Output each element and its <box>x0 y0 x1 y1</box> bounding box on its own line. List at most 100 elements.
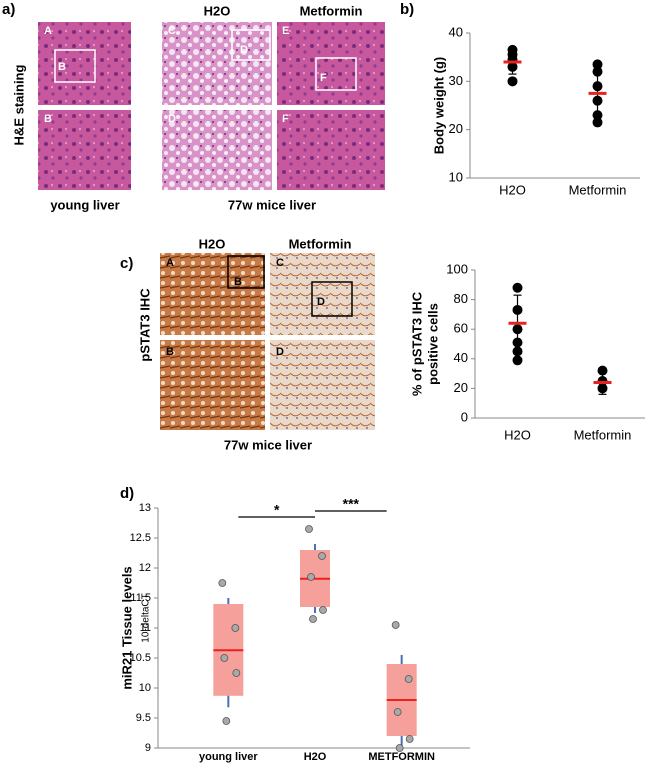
y-tick-label: 10 <box>449 169 463 184</box>
y-tick-label: 9.5 <box>136 712 151 724</box>
tile-letter: A <box>166 257 174 269</box>
y-axis-sublabel: 10-deltaCT <box>141 593 152 642</box>
data-point <box>218 579 227 587</box>
data-point <box>592 117 603 128</box>
data-point <box>592 59 603 70</box>
y-axis-label: miR21 Tissue levels <box>119 566 134 689</box>
y-tick-label: 13 <box>139 502 151 514</box>
caption: 77w mice liver <box>228 197 316 212</box>
column-header: Metformin <box>300 3 363 18</box>
tile-letter: D <box>276 346 284 358</box>
inset-box <box>311 281 353 317</box>
tile-letter: D <box>168 113 176 125</box>
data-point <box>512 282 523 293</box>
data-point <box>592 81 603 92</box>
histology-image <box>162 22 272 105</box>
y-axis-label: Body weight (g) <box>431 57 446 155</box>
column-header: H2O <box>204 3 231 18</box>
y-tick-label: 11 <box>140 622 151 634</box>
y-tick-label: 60 <box>454 321 468 336</box>
panel-label: d) <box>120 485 134 502</box>
data-point <box>592 66 603 77</box>
tile-letter: D <box>240 44 248 56</box>
tile-letter: F <box>320 72 327 84</box>
caption: young liver <box>50 197 119 212</box>
y-tick-label: 11.5 <box>130 592 151 604</box>
x-tick-label: Metformin <box>569 182 627 197</box>
inset-box <box>231 29 271 61</box>
y-tick-label: 12.5 <box>130 532 151 544</box>
inset-box <box>54 49 96 83</box>
x-tick-label: H2O <box>499 182 526 197</box>
y-tick-label: 80 <box>454 291 468 306</box>
tile-letter: B <box>44 113 52 125</box>
ihc-image <box>160 253 265 335</box>
data-point <box>395 744 404 752</box>
data-point <box>512 324 523 335</box>
data-point <box>597 365 608 376</box>
panel-label: a) <box>2 1 15 18</box>
y-tick-label: 10.5 <box>130 652 151 664</box>
tile-letter: F <box>282 113 289 125</box>
data-point <box>222 717 231 725</box>
data-point <box>592 95 603 106</box>
histology-image <box>277 22 385 105</box>
y-tick-label: 9 <box>145 742 151 754</box>
tile-letter: E <box>282 25 289 37</box>
data-point <box>307 573 315 581</box>
data-point <box>318 552 326 560</box>
data-point <box>305 525 313 533</box>
y-tick-label: 40 <box>449 24 463 39</box>
x-tick-label: METFORMIN <box>368 751 435 763</box>
ihc-image <box>270 253 375 335</box>
data-point <box>507 61 518 72</box>
y-tick-label: 20 <box>449 121 463 136</box>
x-tick-label: Metformin <box>574 427 632 442</box>
data-point <box>405 735 414 743</box>
y-tick-label: 100 <box>446 261 468 276</box>
histology-image <box>162 110 272 190</box>
histology-image <box>38 22 131 105</box>
data-point <box>507 76 518 87</box>
tile-letter: D <box>317 296 325 308</box>
x-tick-label: H2O <box>504 427 531 442</box>
y-tick-label: 40 <box>454 350 468 365</box>
y-axis-label: % of pSTAT3 IHC <box>409 291 424 396</box>
y-axis-label: positive cells <box>425 303 440 385</box>
y-tick-label: 12 <box>139 562 151 574</box>
data-point <box>512 355 523 366</box>
y-tick-label: 30 <box>449 73 463 88</box>
caption: 77w mice liver <box>224 437 312 452</box>
panel-label: b) <box>400 1 414 18</box>
tile-letter: A <box>44 25 52 37</box>
ihc-image <box>270 340 375 430</box>
data-point <box>592 110 603 121</box>
data-point <box>231 624 240 632</box>
data-point <box>404 675 413 683</box>
data-point <box>319 606 327 614</box>
data-point <box>597 383 608 394</box>
side-label: H&E staining <box>11 64 26 145</box>
data-point <box>232 669 241 677</box>
data-point <box>393 708 402 716</box>
significance-label: *** <box>343 496 360 512</box>
data-point <box>512 337 523 348</box>
inset-box <box>315 57 357 91</box>
x-tick-label: young liver <box>199 751 258 763</box>
column-header: Metformin <box>289 236 352 251</box>
y-tick-label: 10 <box>139 682 151 694</box>
inset-box <box>227 255 265 289</box>
column-header: H2O <box>199 236 226 251</box>
ihc-image <box>160 340 265 430</box>
side-label: pSTAT3 IHC <box>137 288 152 362</box>
tile-letter: B <box>234 276 242 288</box>
panel-label: c) <box>120 255 133 272</box>
data-point <box>391 621 400 629</box>
x-tick-label: H2O <box>304 751 327 763</box>
histology-image <box>38 110 131 190</box>
significance-label: * <box>274 502 280 518</box>
data-point <box>220 654 229 662</box>
y-tick-label: 0 <box>461 409 468 424</box>
tile-letter: B <box>58 61 66 73</box>
tile-letter: C <box>168 25 176 37</box>
